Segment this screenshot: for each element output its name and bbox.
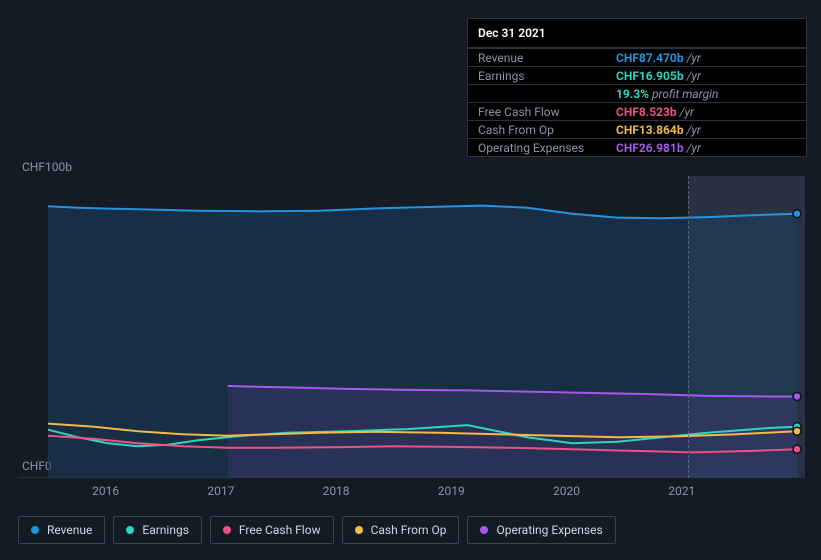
legend-dot-icon — [480, 526, 488, 534]
series-end-marker-revenue — [793, 210, 801, 218]
financials-area-chart[interactable] — [18, 176, 805, 478]
x-tick: 2021 — [668, 484, 695, 498]
tooltip-row-label: Revenue — [468, 49, 606, 67]
tooltip-row: Operating ExpensesCHF26.981b /yr — [468, 139, 806, 157]
tooltip-row-value: CHF26.981b /yr — [606, 139, 806, 157]
legend-dot-icon — [126, 526, 134, 534]
x-tick: 2019 — [438, 484, 465, 498]
series-end-marker-cash_op — [793, 427, 801, 435]
legend-item-op_exp[interactable]: Operating Expenses — [467, 516, 615, 544]
hover-guideline — [688, 176, 689, 478]
x-tick: 2018 — [323, 484, 350, 498]
legend-item-cash_op[interactable]: Cash From Op — [342, 516, 460, 544]
tooltip-row: Cash From OpCHF13.864b /yr — [468, 121, 806, 139]
tooltip-row-label: Free Cash Flow — [468, 103, 606, 121]
series-end-marker-op_exp — [793, 392, 801, 400]
legend: Revenue Earnings Free Cash Flow Cash From O… — [18, 516, 616, 544]
tooltip-table: RevenueCHF87.470b /yrEarningsCHF16.905b … — [468, 48, 806, 156]
legend-dot-icon — [223, 526, 231, 534]
hover-tooltip: Dec 31 2021 RevenueCHF87.470b /yrEarning… — [467, 18, 807, 157]
tooltip-row-value: CHF16.905b /yr — [606, 67, 806, 85]
legend-label: Free Cash Flow — [239, 523, 321, 537]
legend-item-fcf[interactable]: Free Cash Flow — [210, 516, 334, 544]
tooltip-row-value: CHF13.864b /yr — [606, 121, 806, 139]
legend-item-earnings[interactable]: Earnings — [113, 516, 202, 544]
legend-label: Cash From Op — [371, 523, 447, 537]
series-end-marker-fcf — [793, 445, 801, 453]
tooltip-row-label: Cash From Op — [468, 121, 606, 139]
tooltip-row: 19.3% profit margin — [468, 85, 806, 103]
tooltip-row: RevenueCHF87.470b /yr — [468, 49, 806, 67]
tooltip-row: EarningsCHF16.905b /yr — [468, 67, 806, 85]
tooltip-row-value: CHF87.470b /yr — [606, 49, 806, 67]
tooltip-date: Dec 31 2021 — [468, 19, 806, 48]
x-tick: 2017 — [207, 484, 234, 498]
y-tick-max: CHF100b — [22, 160, 72, 174]
legend-dot-icon — [355, 526, 363, 534]
legend-item-revenue[interactable]: Revenue — [18, 516, 105, 544]
legend-label: Earnings — [142, 523, 189, 537]
legend-dot-icon — [31, 526, 39, 534]
tooltip-row-label: Operating Expenses — [468, 139, 606, 157]
tooltip-row: Free Cash FlowCHF8.523b /yr — [468, 103, 806, 121]
x-tick: 2016 — [92, 484, 119, 498]
tooltip-row-value: CHF8.523b /yr — [606, 103, 806, 121]
legend-label: Operating Expenses — [496, 523, 602, 537]
legend-label: Revenue — [47, 523, 92, 537]
tooltip-row-label: Earnings — [468, 67, 606, 85]
x-tick: 2020 — [553, 484, 580, 498]
